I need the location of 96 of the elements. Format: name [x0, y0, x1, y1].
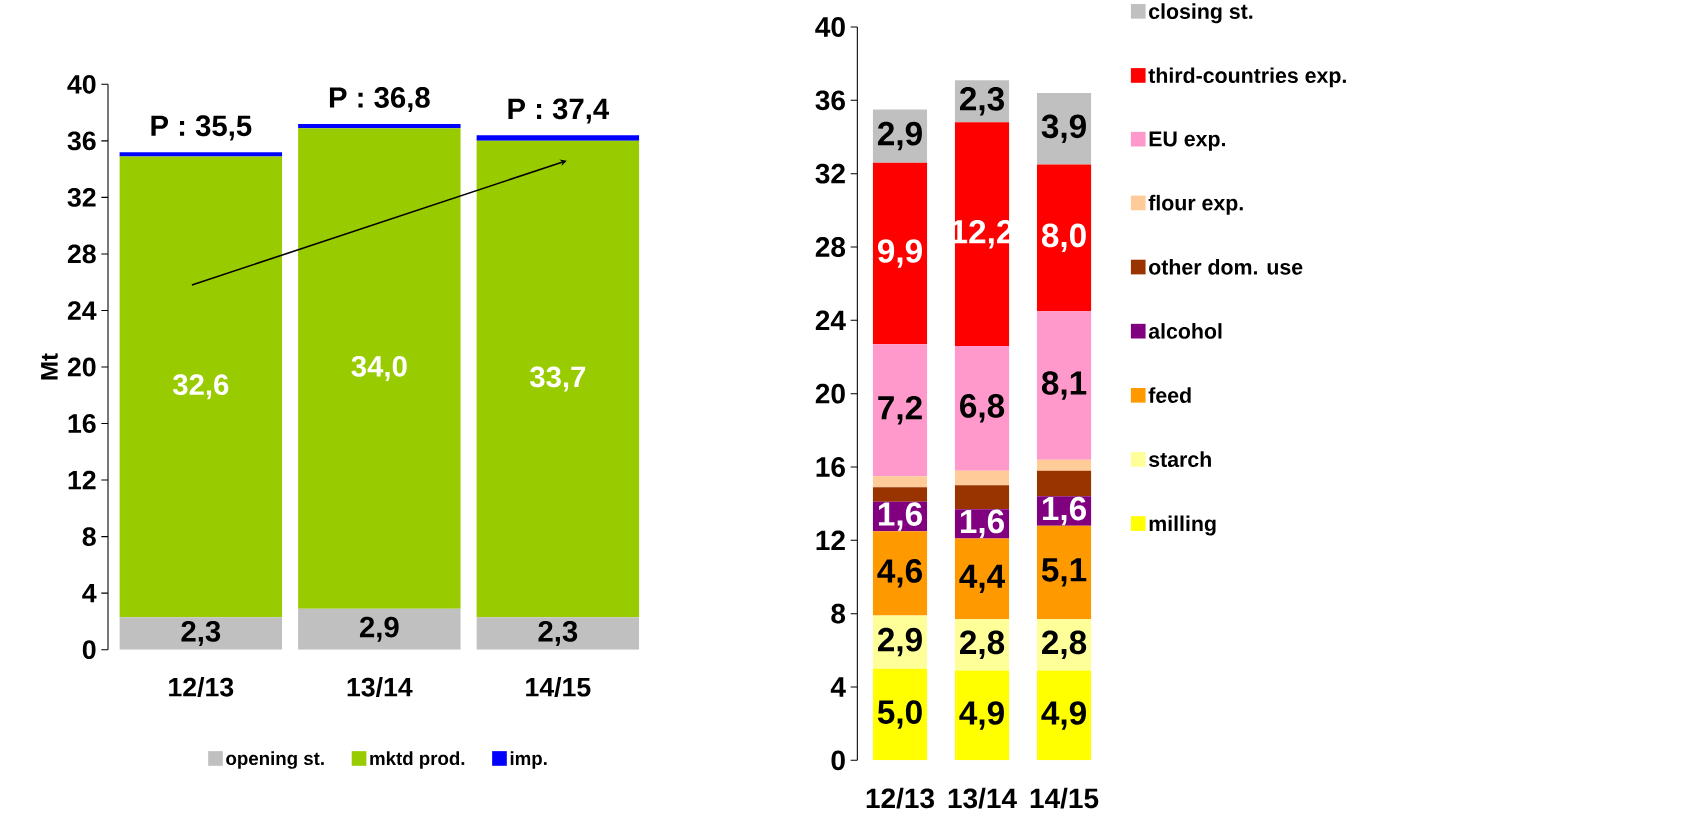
y-tick-label: 40 [67, 74, 96, 94]
bar [298, 123, 461, 129]
y-tick-label: 40 [815, 17, 845, 37]
bar [954, 122, 1010, 346]
y-tick-label: 4 [830, 677, 846, 697]
y-axis-title: Mt [41, 353, 58, 380]
data-label: 34,0 [351, 355, 407, 381]
x-tick-label: 14/15 [526, 677, 591, 697]
legend-label: third-countries exp. [1148, 67, 1346, 88]
y-tick-label: 28 [815, 237, 846, 257]
legend-label: EU exp. [1149, 131, 1225, 151]
y-tick-label: 20 [815, 383, 845, 404]
y-tick-label: 36 [815, 90, 845, 111]
bar [119, 152, 283, 157]
y-tick-label: 24 [67, 301, 97, 320]
x-tick-label: 13/14 [948, 787, 1017, 809]
data-label: 5,0 [877, 700, 922, 729]
bar [872, 487, 928, 502]
annotation: P : 35,5 [151, 115, 252, 141]
y-tick-label: 8 [82, 527, 96, 547]
bar [476, 617, 640, 650]
x-tick-label: 13/14 [347, 677, 413, 697]
data-label: 2,9 [359, 616, 399, 642]
data-label: 4,9 [1041, 701, 1086, 730]
legend-label: feed [1148, 387, 1191, 403]
data-label: 33,7 [529, 366, 586, 392]
bar [119, 617, 283, 650]
bar [298, 608, 461, 650]
data-label: 32,6 [172, 374, 229, 400]
y-tick-label: 16 [68, 414, 96, 433]
legend-label: flour exp. [1148, 194, 1243, 215]
y-tick-label: 12 [816, 530, 845, 551]
legend-label: imp. [510, 751, 547, 769]
data-label: 2,8 [1042, 630, 1087, 660]
x-tick-label: 12/13 [169, 677, 234, 697]
y-tick-label: 0 [82, 640, 96, 660]
bar [1036, 525, 1092, 620]
data-label: 5,1 [1041, 558, 1087, 587]
data-label: 1,6 [1042, 496, 1086, 526]
y-tick-label: 4 [82, 583, 97, 603]
bar [872, 344, 928, 477]
bar [476, 135, 640, 141]
y-tick-label: 8 [831, 603, 846, 624]
bar [1036, 459, 1092, 471]
y-tick-label: 36 [67, 131, 96, 151]
data-label: 2,9 [877, 121, 922, 151]
bar [1036, 670, 1092, 761]
data-label: 2,8 [959, 630, 1005, 660]
data-label: 8,0 [1041, 223, 1086, 253]
bar [1036, 311, 1092, 460]
data-label: 2,3 [181, 620, 221, 646]
bar [476, 140, 640, 618]
x-tick-label: 12/13 [866, 787, 934, 809]
legend-label: starch [1148, 451, 1211, 468]
data-label: 4,9 [959, 701, 1004, 730]
bar [954, 346, 1010, 471]
bar [954, 485, 1010, 510]
data-label: 2,9 [877, 627, 922, 657]
y-tick-label: 28 [67, 244, 96, 264]
data-label: 6,8 [960, 394, 1005, 423]
y-tick-label: 16 [816, 457, 845, 477]
bar [954, 470, 1010, 486]
legend-label: closing st. [1149, 3, 1253, 24]
bar [298, 128, 461, 609]
bar [954, 670, 1010, 761]
annotation: P : 37,4 [508, 98, 610, 124]
bar [872, 476, 928, 488]
y-tick-label: 24 [815, 310, 846, 331]
bar [954, 538, 1010, 620]
data-label: 2,3 [538, 620, 578, 646]
legend-label: mktd prod. [370, 751, 465, 769]
data-label: 9,9 [877, 239, 922, 268]
bar [872, 668, 928, 761]
bar [1036, 470, 1092, 497]
bar [119, 156, 283, 618]
legend-label: other dom. use [1149, 258, 1303, 275]
y-tick-label: 32 [815, 163, 845, 184]
y-tick-label: 0 [831, 750, 845, 771]
data-label: 1,6 [960, 509, 1004, 539]
legend-label: alcohol [1148, 323, 1222, 339]
data-label: 4,4 [959, 564, 1005, 593]
data-label: 4,6 [877, 559, 922, 588]
bar [872, 162, 928, 345]
data-label: 8,1 [1041, 371, 1087, 400]
legend-label: opening st. [226, 751, 324, 769]
legend-label: milling [1149, 515, 1216, 536]
y-tick-label: 32 [67, 187, 96, 207]
y-tick-label: 20 [67, 357, 96, 377]
data-label: 7,2 [878, 395, 922, 425]
annotation: P : 36,8 [329, 87, 430, 113]
data-label: 2,3 [959, 87, 1004, 116]
data-label: 3,9 [1041, 114, 1086, 143]
bar [1036, 164, 1092, 312]
x-tick-label: 14/15 [1030, 787, 1099, 809]
y-tick-label: 12 [68, 470, 96, 490]
data-label: 1,6 [878, 502, 922, 531]
